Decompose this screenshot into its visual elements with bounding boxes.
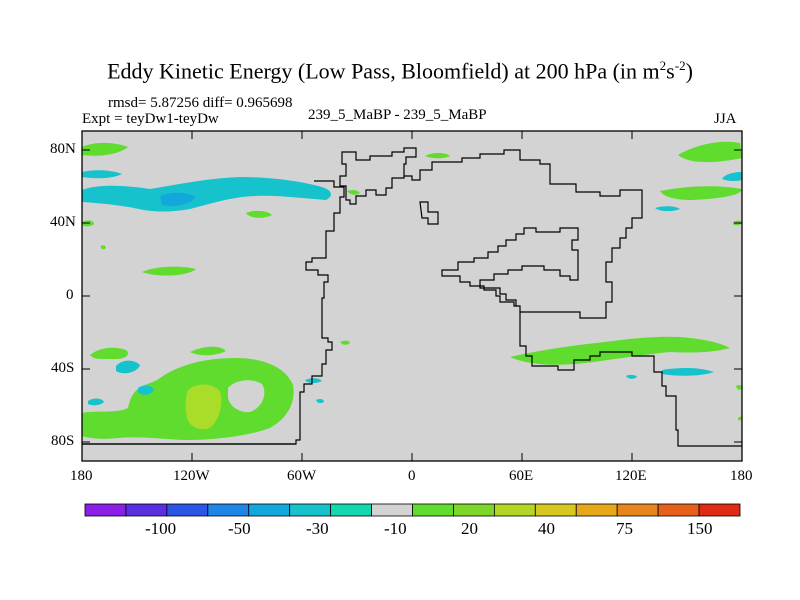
lon-label-120W: 120W bbox=[173, 468, 210, 484]
colorbar-label: -30 bbox=[306, 519, 329, 538]
contour-positive bbox=[142, 266, 196, 276]
coastlines bbox=[82, 147, 742, 447]
stats-label: rmsd= 5.87256 diff= 0.965698 bbox=[108, 95, 293, 111]
colorbar-label: 40 bbox=[538, 519, 555, 538]
colorbar-swatch bbox=[698, 503, 741, 517]
colorbar-swatch bbox=[371, 503, 413, 517]
lat-label-40N: 40N bbox=[50, 214, 76, 230]
coastline-iberia bbox=[419, 201, 439, 225]
contour-negative bbox=[655, 206, 680, 212]
colorbar-swatch bbox=[493, 503, 536, 517]
lat-label-80N: 80N bbox=[50, 141, 76, 157]
contour-fields bbox=[82, 141, 742, 440]
colorbar-swatch bbox=[657, 503, 700, 517]
contour-positive bbox=[425, 153, 450, 159]
colorbar-swatch bbox=[575, 503, 618, 517]
season-label: JJA bbox=[714, 111, 737, 127]
contour-negative bbox=[662, 367, 714, 376]
contour-negative bbox=[316, 398, 324, 404]
colorbar-swatch bbox=[412, 503, 454, 517]
lon-label-60E: 60E bbox=[509, 468, 534, 484]
contour-negative bbox=[626, 374, 637, 379]
lat-tick-marks bbox=[82, 149, 742, 443]
contour-positive bbox=[738, 416, 742, 421]
coastline-greenland bbox=[339, 147, 417, 205]
colorbar-swatch bbox=[166, 503, 209, 517]
lon-label-60W: 60W bbox=[287, 468, 317, 484]
colorbar-swatch bbox=[289, 503, 332, 517]
colorbar-swatch bbox=[330, 503, 372, 517]
contour-negative bbox=[82, 170, 122, 179]
contour-negative bbox=[138, 385, 154, 395]
model-label: 239_5_MaBP - 239_5_MaBP bbox=[308, 107, 487, 123]
colorbar-label: -10 bbox=[384, 519, 407, 538]
contour-negative bbox=[82, 177, 331, 212]
colorbar-swatch bbox=[125, 503, 168, 517]
contour-positive bbox=[340, 340, 350, 345]
coastline-europe-asia bbox=[404, 149, 742, 447]
colorbar bbox=[84, 503, 741, 517]
colorbar-swatch bbox=[248, 503, 291, 517]
contour-strong-positive bbox=[185, 384, 222, 430]
contour-strong-negative bbox=[160, 192, 196, 207]
colorbar-label: -100 bbox=[145, 519, 177, 538]
colorbar-swatch bbox=[534, 503, 577, 517]
colorbar-swatch bbox=[84, 503, 127, 517]
contour-negative bbox=[722, 172, 742, 181]
map-title: Eddy Kinetic Energy (Low Pass, Bloomfiel… bbox=[107, 58, 693, 84]
colorbar-label: -50 bbox=[228, 519, 251, 538]
contour-positive bbox=[510, 336, 730, 365]
lat-label-0: 0 bbox=[66, 287, 74, 303]
contour-positive bbox=[82, 142, 128, 156]
contour-positive bbox=[660, 186, 742, 200]
lon-tick-marks bbox=[191, 131, 633, 461]
lon-label-0: 0 bbox=[408, 468, 416, 484]
contour-hole bbox=[228, 380, 265, 413]
contour-positive bbox=[100, 245, 106, 250]
contour-negative bbox=[116, 360, 140, 374]
colorbar-label: 150 bbox=[687, 519, 713, 538]
lat-label-40S: 40S bbox=[51, 360, 75, 376]
contour-negative bbox=[88, 398, 104, 406]
colorbar-swatch bbox=[453, 503, 495, 517]
colorbar-label: 20 bbox=[461, 519, 478, 538]
colorbar-swatch bbox=[616, 503, 659, 517]
lat-label-80S: 80S bbox=[51, 433, 75, 449]
coastline-americas bbox=[82, 180, 345, 445]
lon-label-120E: 120E bbox=[615, 468, 647, 484]
colorbar-swatch bbox=[207, 503, 250, 517]
contour-positive bbox=[678, 141, 742, 163]
contour-positive bbox=[190, 346, 226, 356]
contour-negative bbox=[305, 378, 322, 384]
contour-positive bbox=[246, 210, 272, 218]
contour-positive bbox=[347, 189, 360, 195]
lon-label-180W: 180 bbox=[70, 468, 93, 484]
lon-label-180E: 180 bbox=[730, 468, 753, 484]
contour-positive bbox=[90, 347, 129, 360]
contour-positive bbox=[736, 384, 742, 390]
experiment-label: Expt = teyDw1-teyDw bbox=[82, 111, 219, 127]
colorbar-label: 75 bbox=[616, 519, 633, 538]
